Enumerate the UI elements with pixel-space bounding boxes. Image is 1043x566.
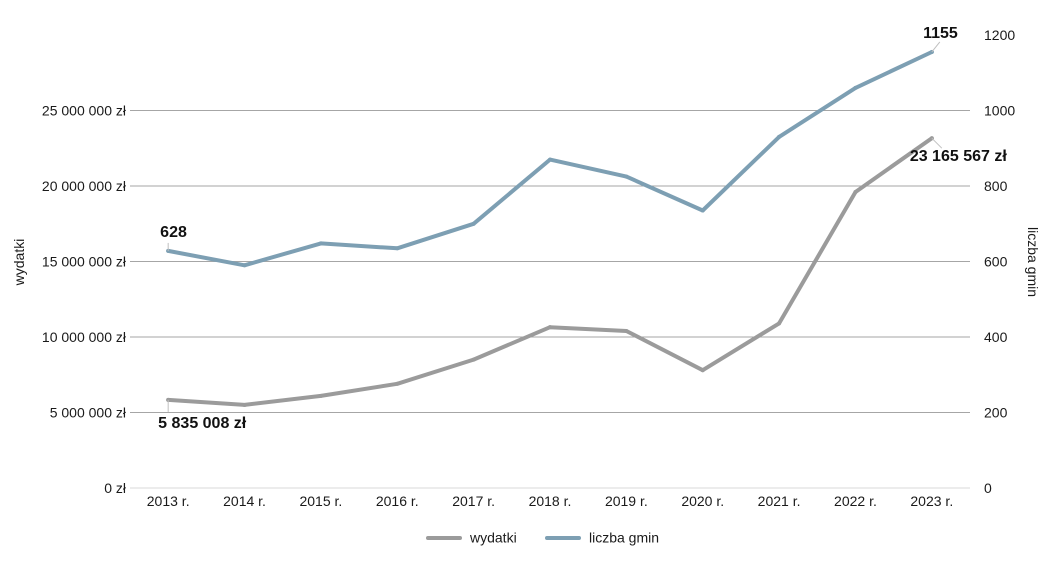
data-point bbox=[395, 381, 400, 386]
data-point bbox=[777, 134, 782, 139]
data-point bbox=[624, 328, 629, 333]
left-axis-tick-label: 10 000 000 zł bbox=[42, 329, 127, 345]
data-point bbox=[853, 190, 858, 195]
legend-label: liczba gmin bbox=[589, 530, 659, 546]
left-axis-tick-label: 25 000 000 zł bbox=[42, 103, 127, 119]
x-axis-tick-label: 2016 r. bbox=[376, 493, 419, 509]
right-axis-tick-label: 200 bbox=[984, 405, 1008, 421]
data-point bbox=[471, 221, 476, 226]
x-axis-tick-label: 2014 r. bbox=[223, 493, 266, 509]
right-axis-tick-label: 400 bbox=[984, 329, 1008, 345]
series-points-1 bbox=[166, 49, 934, 268]
gridlines bbox=[130, 110, 970, 413]
annotation-leader bbox=[931, 41, 941, 53]
data-point bbox=[700, 368, 705, 373]
data-point bbox=[548, 325, 552, 330]
x-axis-tick-label: 2017 r. bbox=[452, 493, 495, 509]
right-axis-tick-label: 800 bbox=[984, 178, 1008, 194]
x-axis-tick-label: 2018 r. bbox=[529, 493, 572, 509]
annotation-label: 628 bbox=[160, 224, 187, 241]
x-axis-tick-label: 2013 r. bbox=[147, 493, 190, 509]
data-point bbox=[777, 321, 782, 326]
legend: wydatki liczba gmin bbox=[426, 530, 659, 546]
data-point bbox=[548, 157, 552, 162]
annotation-label: 5 835 008 zł bbox=[158, 415, 247, 432]
annotations: 5 835 008 zł 23 165 567 zł 628 1155 bbox=[158, 25, 1007, 432]
x-axis-tick-label: 2022 r. bbox=[834, 493, 877, 509]
right-axis-tick-label: 600 bbox=[984, 254, 1008, 270]
data-point bbox=[242, 263, 247, 268]
x-axis-tick-label: 2019 r. bbox=[605, 493, 648, 509]
annotation-label: 23 165 567 zł bbox=[910, 148, 1008, 165]
x-axis-ticks: 2013 r. 2014 r. 2015 r. 2016 r. 2017 r. 2018 … bbox=[147, 493, 953, 509]
x-axis-tick-label: 2023 r. bbox=[910, 493, 953, 509]
x-axis-tick-label: 2021 r. bbox=[758, 493, 801, 509]
data-point bbox=[853, 85, 858, 90]
right-axis-tick-label: 0 bbox=[984, 480, 992, 496]
left-axis-ticks: 0 zł 5 000 000 zł 10 000 000 zł 15 000 000 … bbox=[42, 103, 127, 497]
data-point bbox=[471, 357, 476, 362]
data-point bbox=[318, 241, 323, 246]
legend-label: wydatki bbox=[469, 530, 517, 546]
left-axis-tick-label: 20 000 000 zł bbox=[42, 178, 127, 194]
x-axis-tick-label: 2015 r. bbox=[299, 493, 342, 509]
annotation-leader bbox=[931, 137, 943, 149]
left-axis-tick-label: 15 000 000 zł bbox=[42, 254, 127, 270]
data-point bbox=[624, 174, 629, 179]
right-axis-title: liczba gmin bbox=[1025, 227, 1041, 297]
data-point bbox=[242, 402, 247, 407]
left-axis-tick-label: 5 000 000 zł bbox=[50, 405, 127, 421]
data-point bbox=[395, 246, 400, 251]
data-point bbox=[700, 208, 705, 213]
series-line-wydatki bbox=[166, 136, 934, 407]
right-axis-ticks: 0 200 400 600 800 1000 1200 bbox=[984, 27, 1015, 496]
data-point bbox=[318, 393, 323, 398]
series-points-0 bbox=[166, 136, 934, 407]
right-axis-tick-label: 1200 bbox=[984, 27, 1015, 43]
right-axis-tick-label: 1000 bbox=[984, 103, 1015, 119]
left-axis-tick-label: 0 zł bbox=[104, 480, 127, 496]
annotation-label: 1155 bbox=[923, 25, 958, 42]
x-axis-tick-label: 2020 r. bbox=[681, 493, 724, 509]
left-axis-title: wydatki bbox=[11, 239, 27, 287]
